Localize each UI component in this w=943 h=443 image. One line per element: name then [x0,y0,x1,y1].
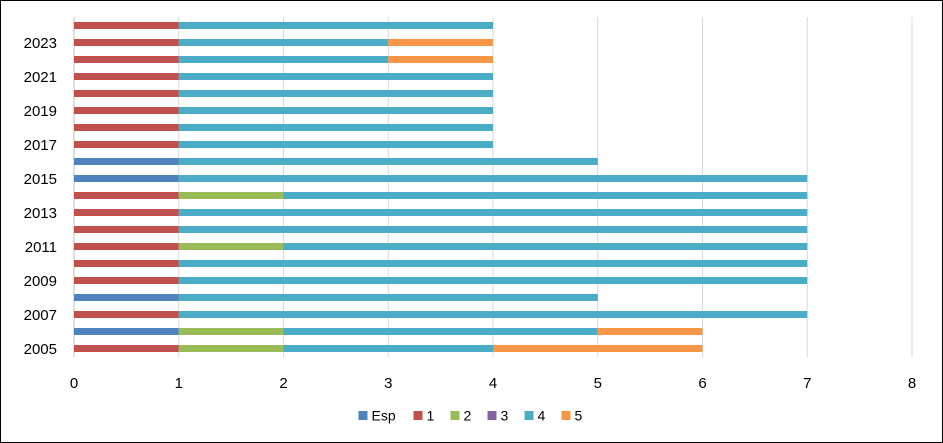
bar-2018-4 [178,124,493,131]
bar-2006-2 [178,328,284,335]
y-tick-label-2007: 2007 [24,307,57,324]
y-tick-label-2009: 2009 [24,273,57,290]
x-tick-label-0: 0 [70,375,78,392]
bar-2008-Esp [74,294,179,301]
legend-label-1: 1 [427,408,435,424]
bars [74,22,808,352]
bar-2009-1 [74,277,179,284]
bar-2017-1 [74,141,179,148]
y-tick-label-2019: 2019 [24,103,57,120]
bar-2006-Esp [74,328,179,335]
bar-2007-1 [74,311,179,318]
x-tick-label-5: 5 [594,375,602,392]
bar-2016-4 [178,158,598,165]
bar-2023-4 [178,39,389,46]
bar-2010-1 [74,260,179,267]
y-tick-label-2015: 2015 [24,171,57,188]
y-tick-label-2021: 2021 [24,69,57,86]
legend-label-4: 4 [538,408,546,424]
bar-2008-4 [178,294,598,301]
bar-2012-1 [74,226,179,233]
bar-2005-5 [493,345,703,352]
bar-2024-1 [74,22,179,29]
y-tick-label-2023: 2023 [24,35,57,52]
bar-2012-4 [178,226,808,233]
legend-swatch-Esp [358,411,368,420]
bar-2013-1 [74,209,179,216]
bar-2011-2 [178,243,284,250]
bar-2015-Esp [74,175,179,182]
legend-item-2: 2 [450,408,472,424]
bar-2020-1 [74,90,179,97]
bar-2019-1 [74,107,179,114]
gridlines [73,17,913,357]
bar-2005-1 [74,345,179,352]
legend-label-2: 2 [464,408,472,424]
bar-2022-1 [74,56,179,63]
bar-2024-4 [178,22,493,29]
legend-swatch-5 [561,411,571,420]
legend-swatch-3 [487,411,497,420]
bar-2006-4 [283,328,598,335]
x-tick-label-1: 1 [175,375,183,392]
bar-2019-4 [178,107,493,114]
legend-label-Esp: Esp [372,408,396,424]
x-tick-label-4: 4 [489,375,497,392]
x-tick-label-7: 7 [803,375,811,392]
y-tick-label-2017: 2017 [24,137,57,154]
bar-2014-2 [178,192,284,199]
x-tick-label-3: 3 [384,375,392,392]
bar-2011-4 [283,243,808,250]
x-axis-labels: 0 1 2 3 4 5 6 7 8 [70,375,916,392]
bar-2014-4 [283,192,808,199]
bar-2017-4 [178,141,493,148]
y-tick-label-2005: 2005 [24,341,57,358]
bar-2022-5 [388,56,493,63]
x-tick-label-6: 6 [698,375,706,392]
legend-item-Esp: Esp [358,408,396,424]
x-tick-label-8: 8 [908,375,916,392]
bar-2021-4 [178,73,493,80]
bar-2009-4 [178,277,808,284]
bar-2021-1 [74,73,179,80]
bar-2023-5 [388,39,493,46]
legend-swatch-4 [524,411,534,420]
bar-2016-Esp [74,158,179,165]
x-tick-label-2: 2 [279,375,287,392]
legend-label-5: 5 [575,408,583,424]
legend-item-1: 1 [413,408,435,424]
bar-2023-1 [74,39,179,46]
bar-2018-1 [74,124,179,131]
legend-swatch-1 [413,411,423,420]
bar-2011-1 [74,243,179,250]
y-tick-label-2013: 2013 [24,205,57,222]
bar-2010-4 [178,260,808,267]
bar-2013-4 [178,209,808,216]
legend-item-4: 4 [524,408,546,424]
bar-2015-4 [178,175,808,182]
legend-item-5: 5 [561,408,583,424]
legend-swatch-2 [450,411,460,420]
bar-2014-1 [74,192,179,199]
bar-2020-4 [178,90,493,97]
y-axis-labels: 2005 2007 2009 2011 2013 2015 2017 2019 2021 2023 [24,35,57,358]
legend-item-3: 3 [487,408,509,424]
bar-2022-4 [178,56,389,63]
bar-2005-2 [178,345,284,352]
legend-label-3: 3 [501,408,509,424]
bar-2007-4 [178,311,808,318]
y-tick-label-2011: 2011 [25,239,57,256]
bar-2005-4 [283,345,493,352]
legend: Esp 1 2 3 4 5 [358,408,583,424]
bar-2006-5 [597,328,703,335]
